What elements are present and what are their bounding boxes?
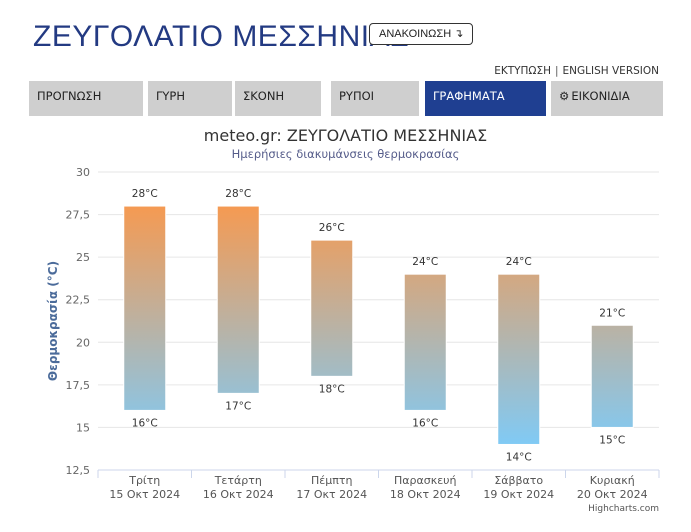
announcement-label: ΑΝΑΚΟΙΝΩΣΗ	[379, 28, 452, 40]
temperature-range-bar	[310, 239, 354, 377]
site-title: ΖΕΥΓΟΛΑΤΙΟ ΜΕΣΣΗΝΙΑΣ	[33, 20, 410, 53]
x-category-day: Τετάρτη	[214, 474, 262, 487]
temperature-range-bar	[590, 324, 634, 428]
x-category-day: Σάββατο	[494, 474, 543, 487]
x-category-day: Παρασκευή	[394, 474, 457, 487]
main-nav: ΠΡΟΓΝΩΣΗ ΓΥΡΗ ΣΚΟΝΗ ΡΥΠΟΙ ΓΡΑΦΗΜΑΤΑ ⚙ ΕΙΚ…	[29, 81, 663, 116]
chart-title: meteo.gr: ΖΕΥΓΟΛΑΤΙΟ ΜΕΣΣΗΝΙΑΣ	[203, 126, 488, 145]
x-category-day: Κυριακή	[590, 474, 635, 487]
y-tick-label: 20	[76, 336, 90, 349]
high-temp-label: 28°C	[132, 188, 158, 200]
y-tick-label: 22,5	[66, 294, 91, 307]
tab-label: ΡΥΠΟΙ	[339, 89, 375, 103]
tab-forecast[interactable]: ΠΡΟΓΝΩΣΗ	[29, 81, 143, 116]
y-tick-label: 15	[76, 421, 90, 434]
tab-pollen[interactable]: ΓΥΡΗ	[148, 81, 232, 116]
x-category-date: 20 Οκτ 2024	[577, 488, 648, 501]
tab-label: ΕΙΚΟΝΙΔΙΑ	[571, 89, 630, 103]
top-links: ΕΚΤΥΠΩΣΗ | ENGLISH VERSION	[494, 65, 659, 77]
highcharts-credits[interactable]: Highcharts.com	[588, 504, 659, 514]
x-category-day: Τρίτη	[128, 474, 160, 487]
temperature-range-bar	[497, 273, 541, 445]
x-category-date: 17 Οκτ 2024	[296, 488, 367, 501]
low-temp-label: 14°C	[506, 451, 532, 463]
y-tick-label: 17,5	[66, 379, 91, 392]
y-tick-label: 30	[76, 166, 90, 179]
temperature-range-bar	[216, 205, 260, 394]
y-axis-title: Θερμοκρασία (°C)	[46, 261, 60, 381]
y-tick-label: 12,5	[66, 464, 91, 477]
low-temp-label: 16°C	[132, 417, 158, 429]
link-separator: |	[554, 65, 559, 77]
x-category-date: 16 Οκτ 2024	[203, 488, 274, 501]
tab-icons[interactable]: ⚙ ΕΙΚΟΝΙΔΙΑ	[551, 81, 663, 116]
high-temp-label: 21°C	[599, 307, 625, 319]
tab-dust[interactable]: ΣΚΟΝΗ	[235, 81, 321, 116]
temperature-range-bar	[123, 205, 167, 411]
x-category-day: Πέμπτη	[311, 474, 352, 487]
high-temp-label: 28°C	[225, 188, 251, 200]
arrow-down-icon: ↴	[454, 28, 464, 40]
high-temp-label: 26°C	[319, 222, 345, 234]
high-temp-label: 24°C	[506, 256, 532, 268]
temperature-range-bar	[403, 273, 447, 411]
tab-label: ΓΥΡΗ	[156, 89, 186, 103]
y-tick-label: 25	[76, 251, 90, 264]
chart-subtitle: Ημερήσιες διακυμάνσεις θερμοκρασίας	[231, 147, 460, 161]
announcement-button[interactable]: ΑΝΑΚΟΙΝΩΣΗ ↴	[369, 23, 474, 45]
tab-label: ΠΡΟΓΝΩΣΗ	[37, 89, 102, 103]
gear-icon: ⚙	[559, 89, 570, 103]
tab-charts[interactable]: ΓΡΑΦΗΜΑΤΑ	[425, 81, 546, 116]
y-tick-label: 27,5	[66, 209, 91, 222]
low-temp-label: 18°C	[319, 383, 345, 395]
low-temp-label: 15°C	[599, 434, 625, 446]
x-category-date: 18 Οκτ 2024	[390, 488, 461, 501]
low-temp-label: 16°C	[412, 417, 438, 429]
x-category-date: 15 Οκτ 2024	[109, 488, 180, 501]
low-temp-label: 17°C	[225, 400, 251, 412]
english-version-link[interactable]: ENGLISH VERSION	[562, 65, 659, 77]
print-link[interactable]: ΕΚΤΥΠΩΣΗ	[494, 65, 551, 77]
high-temp-label: 24°C	[412, 256, 438, 268]
tab-label: ΓΡΑΦΗΜΑΤΑ	[433, 89, 505, 103]
tab-pollutants[interactable]: ΡΥΠΟΙ	[331, 81, 419, 116]
x-category-date: 19 Οκτ 2024	[483, 488, 554, 501]
tab-label: ΣΚΟΝΗ	[243, 89, 285, 103]
